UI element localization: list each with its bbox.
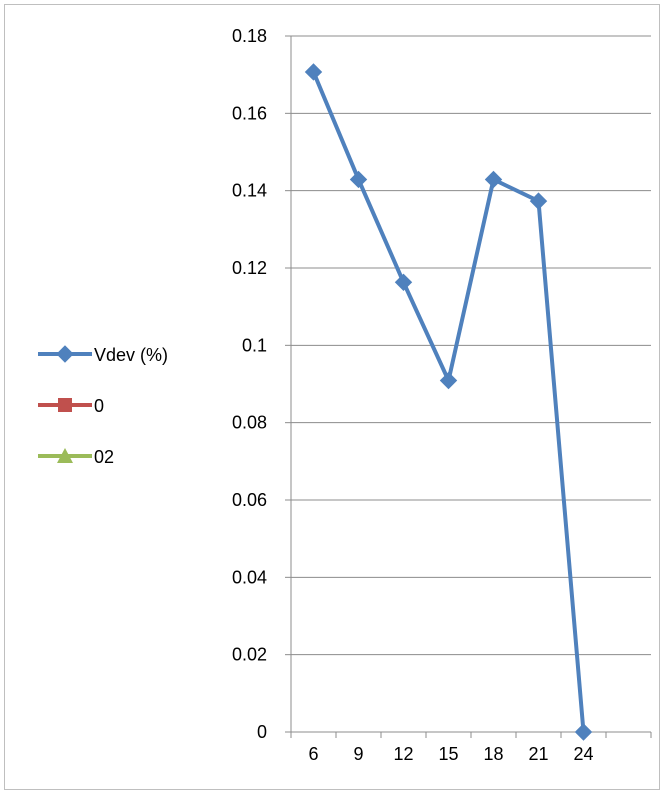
x-tick-label: 6 — [308, 744, 318, 764]
legend-marker — [57, 346, 73, 362]
data-point — [486, 171, 502, 187]
y-tick-label: 0.16 — [232, 103, 267, 123]
y-tick-label: 0.14 — [232, 181, 267, 201]
x-tick-label: 24 — [573, 744, 593, 764]
x-tick-labels: 6 9 12 15 18 21 24 — [308, 744, 593, 764]
series — [306, 64, 592, 740]
x-tick-label: 15 — [438, 744, 458, 764]
y-tick-label: 0.12 — [232, 258, 267, 278]
y-tick-labels: 0 0.02 0.04 0.06 0.08 0.1 0.12 0.14 0.16 0.18 — [232, 26, 267, 742]
y-tick-label: 0.18 — [232, 26, 267, 46]
data-point — [576, 724, 592, 740]
x-tick-label: 18 — [483, 744, 503, 764]
y-tick-label: 0.04 — [232, 567, 267, 587]
legend-marker — [58, 398, 72, 412]
y-tick-label: 0.08 — [232, 413, 267, 433]
y-tick-label: 0 — [257, 722, 267, 742]
x-tick-label: 21 — [528, 744, 548, 764]
y-tick-label: 0.02 — [232, 645, 267, 665]
legend-label: Vdev (%) — [94, 345, 168, 365]
gridlines — [291, 36, 651, 655]
legend: Vdev (%) 0 02 — [38, 345, 168, 467]
legend-label: 0 — [94, 396, 104, 416]
axes — [285, 36, 651, 738]
data-point — [306, 64, 322, 80]
series-line-0 — [314, 72, 584, 732]
data-point — [351, 171, 367, 187]
data-point — [441, 373, 457, 389]
y-tick-label: 0.1 — [242, 335, 267, 355]
data-point — [396, 274, 412, 290]
data-point — [531, 193, 547, 209]
y-tick-label: 0.06 — [232, 490, 267, 510]
x-tick-label: 9 — [353, 744, 363, 764]
legend-label: 02 — [94, 447, 114, 467]
x-tick-label: 12 — [393, 744, 413, 764]
